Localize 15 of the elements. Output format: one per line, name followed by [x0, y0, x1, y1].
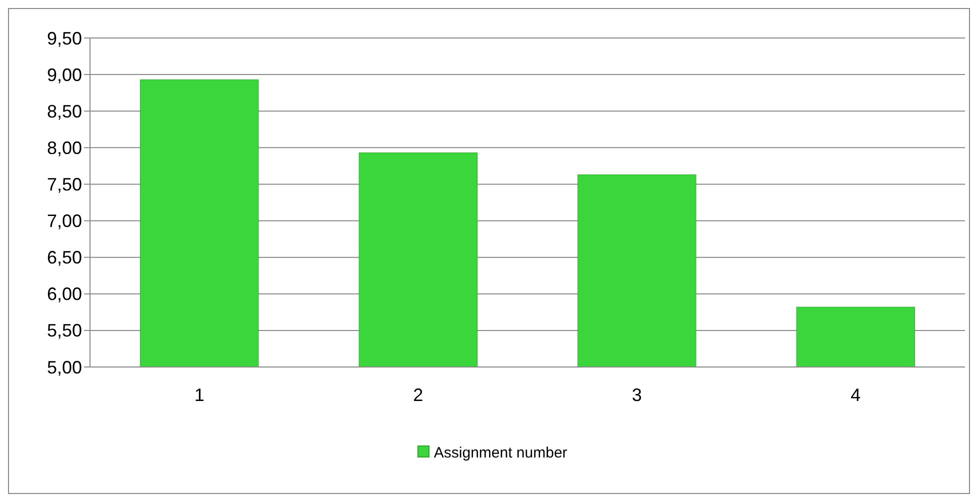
legend-label: Assignment number [434, 444, 568, 462]
y-tick-label: 6,00 [46, 284, 82, 304]
x-tick-label: 4 [850, 385, 861, 405]
y-tick-label: 8,00 [46, 138, 82, 158]
y-tick-label: 9,50 [46, 28, 82, 48]
y-tick-label: 5,00 [46, 357, 82, 378]
y-tick-label: 6,50 [46, 248, 82, 268]
y-tick-label: 5,50 [46, 320, 82, 341]
y-tick-label: 9,00 [46, 64, 82, 85]
x-tick-label: 3 [632, 385, 642, 405]
y-tick-label: 7,50 [46, 174, 82, 195]
x-tick-label: 2 [413, 385, 424, 405]
y-tick-label: 8,50 [46, 101, 82, 122]
x-tick-label: 1 [194, 385, 204, 405]
y-tick-label: 7,00 [46, 211, 82, 232]
